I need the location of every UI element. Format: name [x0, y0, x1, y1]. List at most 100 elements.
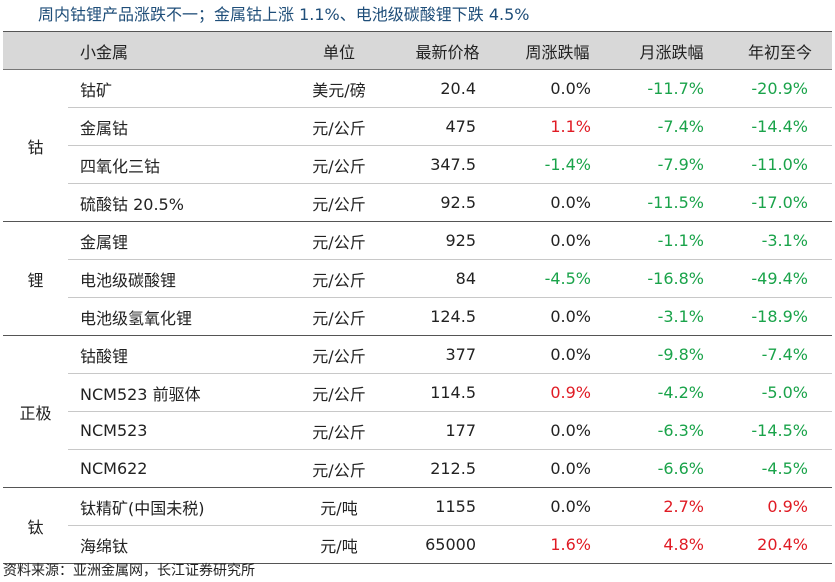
metal-name: 金属钴 [68, 107, 283, 146]
price-cell: 925 [395, 221, 500, 260]
unit-cell: 美元/磅 [283, 69, 395, 108]
ytd-change-cell: 20.4% [728, 525, 832, 564]
metal-name: 钴矿 [68, 69, 283, 108]
weekly-change-cell: -4.5% [500, 259, 615, 298]
monthly-change-cell: -11.7% [615, 69, 728, 108]
table-row: 锂金属锂 元/公斤 925 0.0% -1.1% -3.1% [3, 221, 832, 336]
ytd-change-cell: -49.4% [728, 259, 832, 298]
weekly-change-cell: 0.0% [500, 449, 615, 488]
metal-name: 海绵钛 [68, 525, 283, 564]
table-row: 金属钴 元/公斤 475 1.1% -7.4% -14.4% [3, 107, 832, 146]
header-weekly-change: 周涨跌幅 [500, 31, 615, 70]
ytd-change-cell: -3.1% [728, 221, 832, 260]
monthly-change-cell: -7.9% [615, 145, 728, 184]
header-row: 小金属 单位 最新价格 周涨跌幅 月涨跌幅 年初至今 [3, 31, 832, 70]
price-cell: 114.5 [395, 373, 500, 412]
weekly-change-cell: 0.0% [500, 487, 615, 526]
price-cell: 212.5 [395, 449, 500, 488]
weekly-change-cell: 0.0% [500, 335, 615, 374]
table-row: 四氧化三钴 元/公斤 347.5 -1.4% -7.9% -11.0% [3, 145, 832, 184]
metal-name: NCM622 [68, 449, 283, 488]
metal-name: 电池级氢氧化锂 [68, 297, 283, 336]
monthly-change-cell: -6.3% [615, 411, 728, 450]
ytd-change-cell: 0.9% [728, 487, 832, 526]
weekly-change-cell: 0.0% [500, 411, 615, 450]
table-row: 正极 钴酸锂 元/公斤 377 0.0% -9.8% -7.4% [3, 335, 832, 488]
price-cell: 20.4 [395, 69, 500, 108]
header-metal: 小金属 [68, 31, 283, 70]
table-row: 电池级碳酸锂 元/公斤 84 -4.5% -16.8% -49.4% [3, 259, 832, 298]
metal-name: NCM523 [68, 411, 283, 450]
metal-name: 金属锂 [68, 221, 283, 260]
unit-cell: 元/公斤 [283, 145, 395, 184]
monthly-change-cell: 2.7% [615, 487, 728, 526]
price-cell: 177 [395, 411, 500, 450]
group-label: 钴 [3, 69, 68, 222]
weekly-change-cell: 0.0% [500, 183, 615, 222]
ytd-change-cell: -5.0% [728, 373, 832, 412]
ytd-change-cell: -7.4% [728, 335, 832, 374]
ytd-change-cell: -4.5% [728, 449, 832, 488]
price-cell: 65000 [395, 525, 500, 564]
unit-cell: 元/吨 [283, 487, 395, 526]
table-row: 海绵钛 元/吨 65000 1.6% 4.8% 20.4% [3, 525, 832, 564]
table-row: 硫酸钴 20.5% 元/公斤 92.5 0.0% -11.5% -17.0% [3, 183, 832, 222]
unit-cell: 元/公斤 [283, 259, 395, 298]
table-row: 钛钛精矿(中国未税) 元/吨 1155 0.0% 2.7% 0.9% [3, 487, 832, 564]
price-cell: 92.5 [395, 183, 500, 222]
price-table: 小金属 单位 最新价格 周涨跌幅 月涨跌幅 年初至今 钴钴矿 美元/磅 20.4 0.… [3, 31, 832, 564]
monthly-change-cell: -11.5% [615, 183, 728, 222]
unit-cell: 元/公斤 [283, 297, 395, 336]
group-label: 正极 [3, 335, 68, 488]
monthly-change-cell: -7.4% [615, 107, 728, 146]
group-label: 钛 [3, 487, 68, 564]
unit-cell: 元/公斤 [283, 221, 395, 260]
metal-name: 硫酸钴 20.5% [68, 183, 283, 222]
price-cell: 1155 [395, 487, 500, 526]
price-cell: 84 [395, 259, 500, 298]
ytd-change-cell: -20.9% [728, 69, 832, 108]
source-note: 资料来源：亚洲金属网，长江证券研究所 [3, 563, 255, 579]
monthly-change-cell: -16.8% [615, 259, 728, 298]
ytd-change-cell: -14.4% [728, 107, 832, 146]
weekly-change-cell: 0.0% [500, 69, 615, 108]
price-cell: 475 [395, 107, 500, 146]
table-row: NCM523 前驱体 元/公斤 114.5 0.9% -4.2% -5.0% [3, 373, 832, 412]
table-row: NCM523 元/公斤 177 0.0% -6.3% -14.5% [3, 411, 832, 450]
unit-cell: 元/公斤 [283, 335, 395, 374]
weekly-change-cell: 1.6% [500, 525, 615, 564]
unit-cell: 元/公斤 [283, 107, 395, 146]
header-monthly-change: 月涨跌幅 [615, 31, 728, 70]
ytd-change-cell: -17.0% [728, 183, 832, 222]
monthly-change-cell: 4.8% [615, 525, 728, 564]
price-cell: 377 [395, 335, 500, 374]
metal-name: 电池级碳酸锂 [68, 259, 283, 298]
ytd-change-cell: -11.0% [728, 145, 832, 184]
metal-name: 四氧化三钴 [68, 145, 283, 184]
header-unit: 单位 [283, 31, 395, 70]
unit-cell: 元/公斤 [283, 183, 395, 222]
monthly-change-cell: -4.2% [615, 373, 728, 412]
header-group [3, 31, 68, 70]
metal-name: NCM523 前驱体 [68, 373, 283, 412]
price-cell: 124.5 [395, 297, 500, 336]
monthly-change-cell: -9.8% [615, 335, 728, 374]
unit-cell: 元/公斤 [283, 449, 395, 488]
monthly-change-cell: -6.6% [615, 449, 728, 488]
weekly-change-cell: 0.0% [500, 221, 615, 260]
header-latest-price: 最新价格 [395, 31, 500, 70]
unit-cell: 元/公斤 [283, 373, 395, 412]
ytd-change-cell: -14.5% [728, 411, 832, 450]
price-cell: 347.5 [395, 145, 500, 184]
weekly-change-cell: 1.1% [500, 107, 615, 146]
table-title: 周内钴锂产品涨跌不一；金属钴上涨 1.1%、电池级碳酸锂下跌 4.5% [38, 5, 530, 24]
monthly-change-cell: -3.1% [615, 297, 728, 336]
weekly-change-cell: 0.0% [500, 297, 615, 336]
table-row: 电池级氢氧化锂 元/公斤 124.5 0.0% -3.1% -18.9% [3, 297, 832, 336]
group-label: 锂 [3, 221, 68, 336]
unit-cell: 元/公斤 [283, 411, 395, 450]
weekly-change-cell: 0.9% [500, 373, 615, 412]
monthly-change-cell: -1.1% [615, 221, 728, 260]
metal-name: 钛精矿(中国未税) [68, 487, 283, 526]
table-row: NCM622 元/公斤 212.5 0.0% -6.6% -4.5% [3, 449, 832, 488]
